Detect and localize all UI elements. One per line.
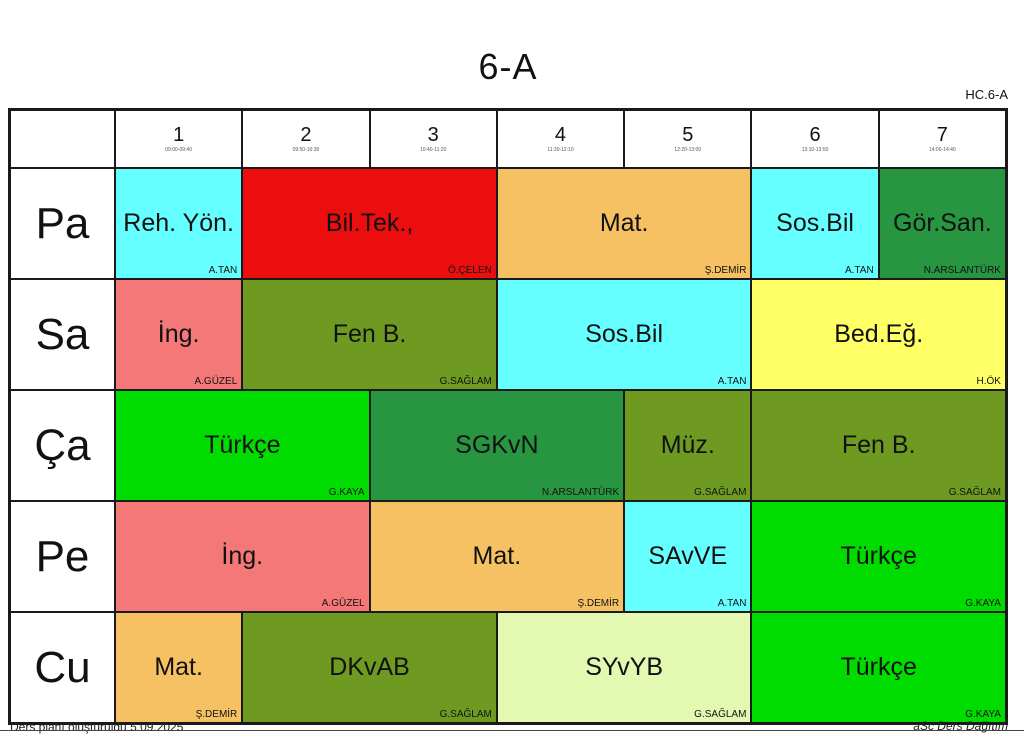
corner-cell bbox=[10, 110, 115, 168]
subject-label: Sos.Bil bbox=[585, 320, 664, 348]
teacher-label: A.TAN bbox=[208, 265, 238, 276]
teacher-label: G.KAYA bbox=[965, 598, 1001, 609]
teacher-label: A.TAN bbox=[717, 376, 747, 387]
period-time: 10:40-11:20 bbox=[420, 147, 447, 153]
period-header-4: 4 11:30-12:10 bbox=[496, 110, 625, 168]
subject-label: SGKvN bbox=[455, 431, 539, 459]
lesson-cell-pa-7[interactable]: Gör.San. N.ARSLANTÜRK bbox=[878, 168, 1006, 279]
lesson-cell-pe-6[interactable]: Türkçe G.KAYA bbox=[751, 501, 1006, 612]
teacher-label: N.ARSLANTÜRK bbox=[541, 487, 620, 498]
teacher-label: Ö.ÇELEN bbox=[447, 265, 492, 276]
subject-label: İng. bbox=[221, 542, 264, 570]
subject-label: Türkçe bbox=[840, 653, 917, 681]
lesson-cell-sa-6[interactable]: Bed.Eğ. H.ÖK bbox=[751, 279, 1006, 390]
day-label-sa: Sa bbox=[10, 279, 115, 390]
day-label-cu: Cu bbox=[10, 612, 115, 723]
period-time: 09:50-10:30 bbox=[292, 147, 320, 153]
period-header-5: 5 12:20-13:00 bbox=[624, 110, 752, 168]
teacher-label: G.SAĞLAM bbox=[694, 709, 747, 720]
teacher-label: Ş.DEMİR bbox=[577, 598, 620, 609]
lesson-cell-pa-6[interactable]: Sos.Bil A.TAN bbox=[751, 168, 879, 279]
period-time: 13:10-13:50 bbox=[801, 147, 829, 153]
day-label-pa: Pa bbox=[10, 168, 115, 279]
period-number: 4 bbox=[554, 124, 567, 146]
teacher-label: G.SAĞLAM bbox=[439, 709, 492, 720]
period-header-7: 7 14:00-14:40 bbox=[878, 110, 1006, 168]
subject-label: DKvAB bbox=[329, 653, 410, 681]
lesson-cell-ca-5[interactable]: Müz. G.SAĞLAM bbox=[624, 390, 752, 501]
subject-label: Türkçe bbox=[840, 542, 917, 570]
period-number: 3 bbox=[427, 124, 439, 146]
period-header-6: 6 13:10-13:50 bbox=[751, 110, 879, 168]
lesson-cell-sa-2[interactable]: Fen B. G.SAĞLAM bbox=[242, 279, 497, 390]
lesson-cell-pa-2[interactable]: Bil.Tek., Ö.ÇELEN bbox=[242, 168, 497, 279]
teacher-label: G.SAĞLAM bbox=[948, 487, 1001, 498]
teacher-label: G.KAYA bbox=[965, 709, 1001, 720]
class-code: HC.6-A bbox=[965, 87, 1008, 102]
subject-label: Müz. bbox=[660, 431, 715, 459]
teacher-label: A.GÜZEL bbox=[194, 376, 238, 387]
teacher-label: N.ARSLANTÜRK bbox=[923, 265, 1001, 276]
subject-label: Sos.Bil bbox=[776, 209, 854, 237]
lesson-cell-cu-1[interactable]: Mat. Ş.DEMİR bbox=[115, 612, 243, 723]
lesson-cell-cu-2[interactable]: DKvAB G.SAĞLAM bbox=[242, 612, 497, 723]
subject-label: Gör.San. bbox=[893, 209, 992, 237]
teacher-label: A.GÜZEL bbox=[321, 598, 365, 609]
lesson-cell-ca-1[interactable]: Türkçe G.KAYA bbox=[115, 390, 370, 501]
period-number: 2 bbox=[300, 124, 312, 146]
period-time: 12:20-13:00 bbox=[674, 147, 702, 153]
page-title: 6-A bbox=[478, 46, 538, 87]
period-time: 14:00-14:40 bbox=[928, 147, 956, 153]
subject-label: Bil.Tek., bbox=[325, 209, 414, 237]
subject-label: Mat. bbox=[154, 653, 203, 681]
bottom-rule bbox=[0, 730, 1024, 731]
day-label-pe: Pe bbox=[10, 501, 115, 612]
subject-label: Mat. bbox=[472, 542, 522, 570]
teacher-label: H.ÖK bbox=[976, 376, 1001, 387]
lesson-cell-pe-5[interactable]: SAvVE A.TAN bbox=[624, 501, 752, 612]
lesson-cell-pa-4[interactable]: Mat. Ş.DEMİR bbox=[496, 168, 752, 279]
subject-label: SAvVE bbox=[648, 542, 728, 570]
subject-label: Reh. Yön. bbox=[123, 209, 234, 237]
teacher-label: A.TAN bbox=[844, 265, 874, 276]
period-number: 1 bbox=[173, 124, 185, 146]
lesson-cell-pe-3[interactable]: Mat. Ş.DEMİR bbox=[369, 501, 625, 612]
teacher-label: G.SAĞLAM bbox=[439, 376, 492, 387]
period-header-3: 3 10:40-11:20 bbox=[369, 110, 497, 168]
lesson-cell-ca-3[interactable]: SGKvN N.ARSLANTÜRK bbox=[369, 390, 625, 501]
lesson-cell-pe-1[interactable]: İng. A.GÜZEL bbox=[115, 501, 370, 612]
subject-label: İng. bbox=[157, 320, 200, 348]
period-number: 7 bbox=[936, 124, 948, 146]
teacher-label: G.KAYA bbox=[328, 487, 365, 498]
subject-label: SYvYB bbox=[585, 653, 664, 681]
period-header-1: 1 09:00-09:40 bbox=[115, 110, 243, 168]
subject-label: Fen B. bbox=[841, 431, 916, 459]
footer-asc-credit: aSc Ders Dağıtım bbox=[913, 719, 1008, 733]
teacher-label: Ş.DEMİR bbox=[704, 265, 747, 276]
teacher-label: G.SAĞLAM bbox=[694, 487, 747, 498]
lesson-cell-cu-4[interactable]: SYvYB G.SAĞLAM bbox=[496, 612, 752, 723]
timetable-grid: 1 09:00-09:40 2 09:50-10:30 3 10:40-11:2… bbox=[8, 108, 1008, 725]
period-number: 5 bbox=[682, 124, 694, 146]
period-number: 6 bbox=[809, 124, 821, 146]
lesson-cell-ca-6[interactable]: Fen B. G.SAĞLAM bbox=[751, 390, 1006, 501]
subject-label: Mat. bbox=[599, 209, 649, 237]
period-time: 11:30-12:10 bbox=[547, 147, 574, 153]
lesson-cell-sa-1[interactable]: İng. A.GÜZEL bbox=[115, 279, 243, 390]
teacher-label: Ş.DEMİR bbox=[195, 709, 238, 720]
subject-label: Türkçe bbox=[204, 431, 281, 459]
subject-label: Fen B. bbox=[332, 320, 407, 348]
lesson-cell-cu-6[interactable]: Türkçe G.KAYA bbox=[751, 612, 1006, 723]
period-header-2: 2 09:50-10:30 bbox=[242, 110, 370, 168]
period-time: 09:00-09:40 bbox=[165, 147, 192, 153]
subject-label: Bed.Eğ. bbox=[834, 320, 924, 348]
lesson-cell-sa-4[interactable]: Sos.Bil A.TAN bbox=[496, 279, 752, 390]
teacher-label: A.TAN bbox=[717, 598, 747, 609]
lesson-cell-pa-1[interactable]: Reh. Yön. A.TAN bbox=[115, 168, 243, 279]
day-label-ca: Ça bbox=[10, 390, 115, 501]
